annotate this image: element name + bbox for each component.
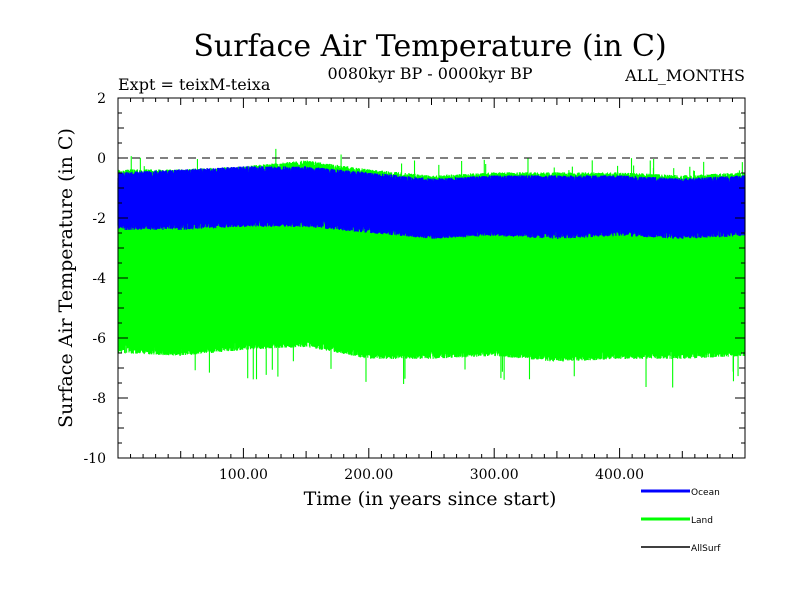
x-tick-label: 400.00 [595, 467, 644, 483]
chart-title: Surface Air Temperature (in C) [193, 29, 666, 64]
plot-title-group: Surface Air Temperature (in C) Expt = te… [118, 29, 745, 94]
y-tick-label: -4 [92, 271, 106, 287]
x-tick-label: 300.00 [470, 467, 519, 483]
subtitle-right: ALL_MONTHS [624, 66, 745, 85]
y-axis-label: Surface Air Temperature (in C) [55, 128, 77, 428]
x-axis-label: Time (in years since start) [304, 488, 557, 510]
series-layer [117, 148, 746, 388]
subtitle-left: Expt = teixM-teixa [118, 75, 271, 94]
legend-label-ocean: Ocean [691, 488, 720, 498]
legend: Ocean Land AllSurf [641, 488, 721, 554]
y-tick-label: -2 [92, 211, 106, 227]
x-tick-label: 100.00 [219, 467, 268, 483]
ticks-layer: 100.00 200.00 300.00 400.00 -10 -8 -6 -4 -2 0 2 [83, 91, 745, 483]
y-tick-label: 0 [97, 151, 106, 167]
series-ocean [117, 166, 746, 239]
y-tick-label: 2 [97, 91, 106, 107]
x-tick-label: 200.00 [344, 467, 393, 483]
y-tick-label: -10 [83, 451, 106, 467]
axis-labels-layer: Time (in years since start) Surface Air … [55, 128, 556, 510]
y-tick-label: -8 [92, 391, 106, 407]
subtitle-center: 0080kyr BP - 0000kyr BP [328, 64, 533, 83]
legend-label-land: Land [691, 516, 713, 526]
y-tick-label: -6 [92, 331, 106, 347]
legend-label-allsurf: AllSurf [691, 544, 721, 554]
